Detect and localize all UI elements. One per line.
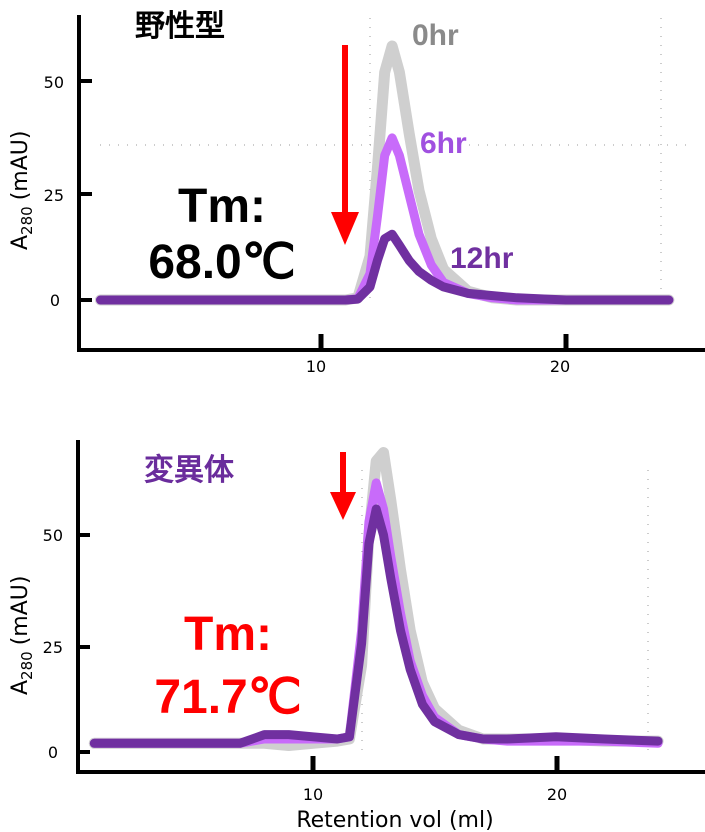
- x-tick-label: 10: [303, 785, 323, 804]
- series-line-12hr: [89, 504, 663, 748]
- y-axis-label: A280(mAU): [8, 576, 36, 695]
- y-tick-label: 25: [43, 638, 63, 657]
- tm-label: Tm:: [184, 608, 272, 661]
- x-tick-label: 20: [547, 785, 567, 804]
- chart-title: 変異体: [144, 453, 235, 487]
- chart-wild-type: 50 25 0 10 20 A280(mAU) 野性型 0hr 6hr 12hr…: [8, 10, 705, 376]
- arrow-down-icon: [330, 452, 356, 520]
- tm-value: 68.0℃: [148, 236, 295, 289]
- series-lines: [88, 447, 664, 751]
- legend-label-6hr: 6hr: [420, 127, 467, 160]
- legend-label-0hr: 0hr: [412, 19, 459, 52]
- y-tick-label: 0: [48, 743, 58, 762]
- y-axis-label: A280(mAU): [8, 131, 36, 250]
- series-line-12hr: [96, 229, 674, 305]
- y-tick-label: 50: [43, 526, 63, 545]
- tm-value: 71.7℃: [154, 671, 301, 724]
- x-tick-label: 20: [550, 357, 570, 376]
- tm-label: Tm:: [178, 180, 266, 233]
- x-axis-label: Retention vol (ml): [296, 808, 493, 832]
- y-tick-label: 50: [44, 73, 64, 92]
- y-tick-label: 25: [44, 186, 64, 205]
- series-lines: [95, 40, 675, 306]
- chart-title: 野性型: [135, 10, 225, 43]
- legend-label-12hr: 12hr: [450, 242, 514, 275]
- x-tick-label: 10: [306, 357, 326, 376]
- arrow-down-icon: [331, 45, 359, 245]
- y-tick-label: 0: [50, 291, 60, 310]
- chart-mutant: 50 25 0 10 20 Retention vol (ml) A280(mA…: [8, 440, 705, 832]
